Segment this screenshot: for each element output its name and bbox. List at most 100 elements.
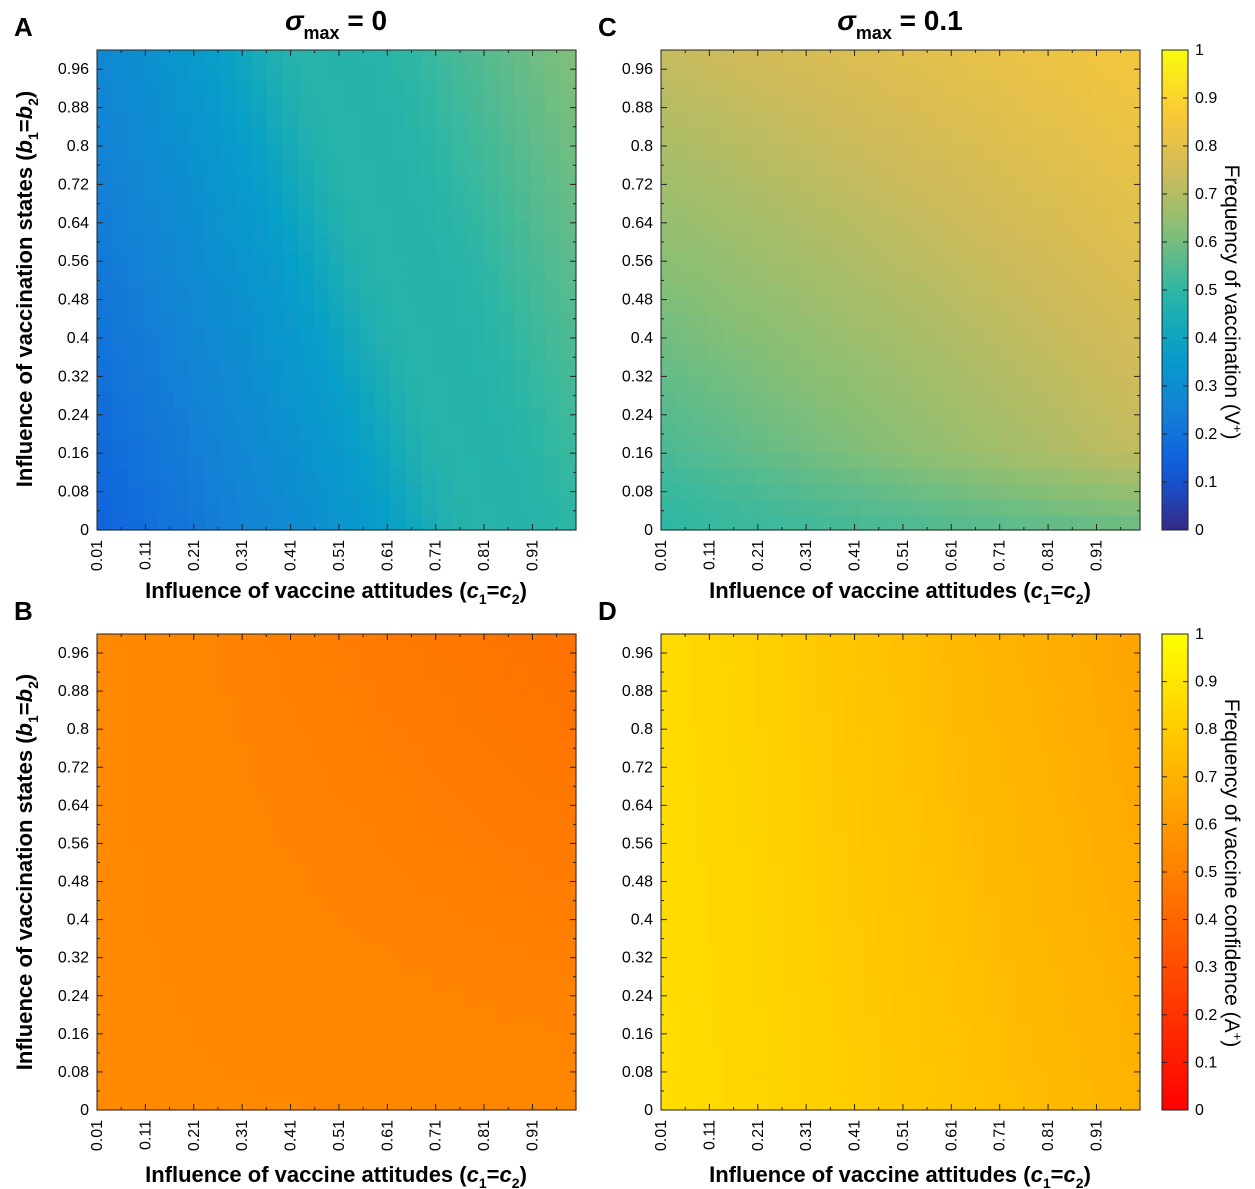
heatmap-cell xyxy=(722,173,739,190)
heatmap-cell xyxy=(390,142,407,159)
heatmap-cell xyxy=(328,1079,345,1096)
heatmap-cell xyxy=(282,499,299,516)
heatmap-cell xyxy=(1093,1079,1110,1096)
heatmap-cell xyxy=(282,634,299,650)
colorbar-tick-label: 0 xyxy=(1195,1102,1204,1119)
heatmap-cell xyxy=(112,65,129,82)
heatmap-cell xyxy=(985,204,1002,221)
heatmap-cell xyxy=(483,664,500,681)
heatmap-cell xyxy=(1109,173,1126,190)
heatmap-cell xyxy=(545,80,562,98)
heatmap-cell xyxy=(691,282,708,299)
heatmap-cell xyxy=(676,1048,693,1065)
heatmap-cell xyxy=(313,266,330,283)
heatmap-cell xyxy=(127,406,144,423)
heatmap-cell xyxy=(1000,359,1017,376)
heatmap-cell xyxy=(189,910,206,927)
heatmap-cell xyxy=(251,514,268,531)
heatmap-cell xyxy=(1124,864,1141,881)
heatmap-cell xyxy=(560,328,577,345)
heatmap-cell xyxy=(800,437,817,454)
heatmap-cell xyxy=(769,266,786,283)
heatmap-cell xyxy=(707,910,724,927)
heatmap-cell xyxy=(297,941,314,958)
heatmap-cell xyxy=(1109,266,1126,283)
heatmap-cell xyxy=(266,282,284,299)
heatmap-cell xyxy=(359,664,376,681)
heatmap-cell xyxy=(939,297,956,314)
y-tick-label: 0.32 xyxy=(58,950,89,967)
heatmap-cell xyxy=(1000,390,1017,407)
heatmap-cell xyxy=(1016,468,1033,485)
heatmap-cell xyxy=(297,802,314,819)
heatmap-cell xyxy=(784,956,801,973)
panel-letter-b: B xyxy=(14,596,33,626)
heatmap-cell xyxy=(452,971,469,988)
heatmap-cell xyxy=(236,50,253,67)
heatmap-cell xyxy=(498,468,515,485)
heatmap-cell xyxy=(877,941,894,958)
heatmap-cell xyxy=(722,895,739,911)
heatmap-cell xyxy=(1016,971,1033,988)
heatmap-cell xyxy=(375,772,392,789)
heatmap-cell xyxy=(691,1094,708,1111)
heatmap-cell xyxy=(1109,1002,1126,1019)
heatmap-cell xyxy=(830,726,848,743)
heatmap-cell xyxy=(985,956,1002,973)
heatmap-cell xyxy=(467,328,484,345)
heatmap-cell xyxy=(954,941,971,958)
heatmap-cell xyxy=(297,65,314,82)
heatmap-cell xyxy=(127,1094,144,1111)
heatmap-cell xyxy=(846,421,863,438)
heatmap-cell xyxy=(815,437,832,454)
heatmap-cell xyxy=(545,1017,562,1034)
heatmap-cell xyxy=(923,1033,940,1050)
heatmap-cell xyxy=(861,1033,878,1050)
heatmap-cell xyxy=(661,1094,678,1111)
heatmap-cell xyxy=(344,204,361,221)
heatmap-cell xyxy=(954,437,971,454)
heatmap-cell xyxy=(158,971,175,988)
heatmap-cell xyxy=(421,189,438,206)
heatmap-cell xyxy=(661,941,678,958)
heatmap-cell xyxy=(375,452,392,469)
heatmap-cell xyxy=(970,910,987,927)
heatmap-cell xyxy=(158,1048,175,1065)
heatmap-cell xyxy=(861,251,878,268)
heatmap-cell xyxy=(483,879,500,896)
heatmap-cell xyxy=(1016,142,1033,159)
heatmap-cell xyxy=(1124,971,1141,988)
heatmap-cell xyxy=(189,971,206,988)
heatmap-cell xyxy=(514,649,531,666)
heatmap-cell xyxy=(923,741,940,758)
heatmap-cell xyxy=(877,634,894,650)
heatmap-cell xyxy=(390,499,407,516)
heatmap-cell xyxy=(127,220,144,237)
heatmap-cell xyxy=(784,437,801,454)
heatmap-cell xyxy=(1062,220,1079,237)
heatmap-cell xyxy=(1062,1048,1079,1065)
heatmap-cell xyxy=(467,514,484,531)
heatmap-cell xyxy=(436,313,453,330)
heatmap-cell xyxy=(266,848,284,865)
heatmap-cell xyxy=(143,1002,160,1019)
heatmap-cell xyxy=(529,634,546,650)
heatmap-cell xyxy=(127,452,144,469)
heatmap-cell xyxy=(328,173,345,190)
heatmap-cell xyxy=(970,282,987,299)
heatmap-cell xyxy=(892,649,909,666)
heatmap-cell xyxy=(112,802,129,819)
heatmap-cell xyxy=(676,421,693,438)
heatmap-cell xyxy=(861,756,878,773)
heatmap-cell xyxy=(297,204,314,221)
heatmap-cell xyxy=(467,956,484,973)
heatmap-cell xyxy=(815,987,832,1004)
heatmap-cell xyxy=(830,956,848,973)
heatmap-cell xyxy=(158,925,175,942)
heatmap-cell xyxy=(970,111,987,129)
heatmap-cell xyxy=(676,390,693,407)
heatmap-cell xyxy=(97,220,114,237)
heatmap-cell xyxy=(661,111,678,129)
heatmap-cell xyxy=(985,864,1002,881)
heatmap-cell xyxy=(939,772,956,789)
